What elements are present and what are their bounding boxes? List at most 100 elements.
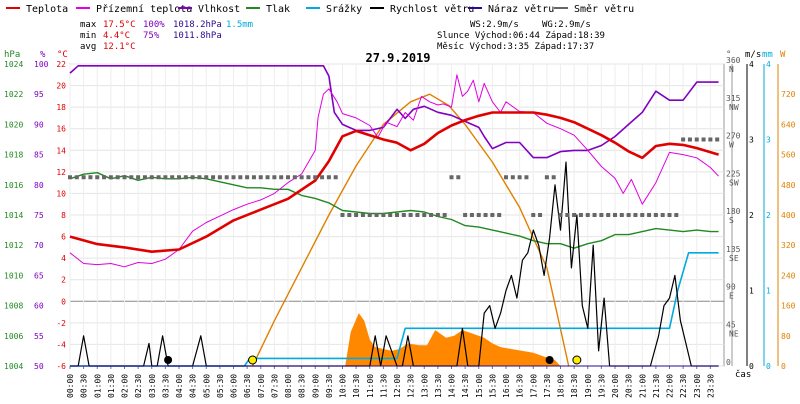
tick-temp-9: 12 [56,168,66,177]
dir-point-3 [108,175,113,180]
axis-title-cas: čas [735,369,751,380]
dir-point-13 [245,175,250,180]
legend-rychlost: Rychlost větru [390,3,474,15]
tick-x-45: 22:30 [679,374,688,398]
dir-point-b-35 [551,175,556,180]
tick-x-25: 12:30 [407,374,416,398]
tick-press-4: 1012 [4,241,23,250]
axis-title-deg: ° [726,50,731,60]
tick-solar-8: 640 [781,120,796,129]
dir-point-b-28 [456,175,461,180]
info-ws: WS:2.9m/s [470,20,519,30]
dir-point-47 [708,137,713,142]
marker-moonset [545,356,554,364]
tick-solar-2: 160 [781,302,796,311]
tick-x-22: 11:00 [366,374,375,398]
tick-x-7: 03:30 [161,374,170,398]
dir-point-b-14 [265,175,270,180]
info-sun: Slunce Východ:06:44 Západ:18:39 [437,31,605,41]
tick-temp-7: 8 [61,211,66,220]
dir-point-b-32 [510,175,515,180]
dir-point-46 [694,137,699,142]
dir-point-b-44 [674,213,679,217]
legend-srazky: Srážky [326,3,362,15]
tick-rain-3: 3 [766,136,771,145]
tick-temp-14: 22 [56,60,66,69]
dir-point-b-19 [333,175,338,180]
stat-min-temp: 4.4°C [103,31,130,41]
tick-x-36: 18:00 [557,374,566,398]
legend-vlhkost: Vlhkost [198,4,240,15]
tick-x-5: 02:30 [134,374,143,398]
tick-temp-8: 10 [56,189,66,198]
axis-title-ms: m/s [745,50,761,60]
dir-point-b-38 [592,213,597,217]
tick-x-3: 01:30 [107,374,116,398]
dir-point-b-41 [633,213,638,217]
tick-temp-3: 0 [61,297,66,306]
tick-dir-label-3: SE [729,254,739,263]
dir-point-b-21 [360,213,365,217]
dir-point-b-1 [88,175,93,180]
dir-point-b-15 [279,175,284,180]
dir-point-34 [531,213,536,217]
dir-point-b-24 [401,213,406,217]
dir-point-19 [326,175,331,180]
tick-x-8: 04:00 [175,374,184,398]
tick-temp-5: 4 [61,254,66,263]
tick-x-32: 16:00 [502,374,511,398]
marker-sunset [572,355,582,365]
tick-dir-label-5: SW [729,178,739,187]
stat-max-hum: 100% [143,20,165,30]
dir-point-b-2 [102,175,107,180]
dir-point-b-18 [320,175,325,180]
tick-hum-4: 70 [34,241,44,250]
tick-dir-label-7: NW [729,103,739,112]
tick-x-34: 17:00 [529,374,538,398]
tick-x-16: 08:00 [284,374,293,398]
dir-point-21 [354,213,359,217]
legend-prizemni: Přízemní teplota [96,3,192,15]
tick-hum-7: 85 [34,151,44,160]
tick-x-44: 22:00 [666,374,675,398]
tick-x-40: 20:00 [611,374,620,398]
tick-hum-5: 75 [34,211,44,220]
dir-point-26 [422,213,427,217]
dir-point-32 [504,175,508,180]
dir-point-b-10 [211,175,216,180]
dir-point-b-16 [292,175,297,180]
dir-point-5 [136,175,141,180]
tick-temp-4: 2 [61,276,66,285]
legend-smer: Směr větru [574,3,634,15]
tick-dir-5: 225 [726,169,741,178]
dir-point-b-17 [306,175,311,180]
dir-point-8 [177,175,181,180]
series-srazky [70,252,719,367]
chart-title: 27.9.2019 [365,51,430,65]
dir-point-b-9 [197,175,202,180]
tick-dir-2: 90 [726,283,736,292]
tick-x-13: 06:30 [243,374,252,398]
tick-dir-4: 180 [726,207,741,216]
tick-x-21: 10:30 [352,374,361,398]
dir-point-33 [517,175,522,180]
tick-x-4: 02:00 [121,374,130,398]
tick-dir-label-8: N [729,65,734,74]
dir-point-b-4 [129,175,134,180]
dir-point-9 [190,175,195,180]
tick-solar-6: 480 [781,181,796,190]
dir-point-b-25 [415,213,420,217]
tick-x-29: 14:30 [461,374,470,398]
dir-point-40 [613,213,617,217]
legend-naraz: Náraz větru [488,3,554,15]
tick-x-0: 00:00 [66,374,75,398]
dir-point-b-36 [565,213,570,217]
stat-max-press: 1018.2hPa [173,20,222,30]
dir-point-b-7 [170,175,175,180]
tick-rain-0: 0 [766,362,771,371]
axis-title-wm2: W [780,50,786,60]
series-solar [251,93,570,367]
tick-hum-9: 95 [34,90,44,99]
tick-press-8: 1020 [4,120,23,129]
